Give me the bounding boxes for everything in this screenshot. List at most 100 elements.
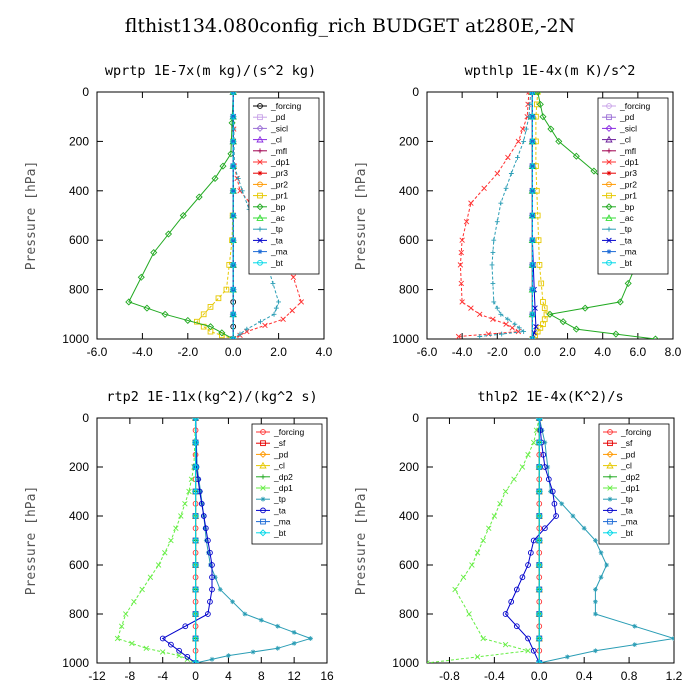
data-point <box>176 652 182 659</box>
data-point <box>508 598 515 605</box>
data-point <box>458 280 464 287</box>
y-tick-label: 0 <box>82 85 89 99</box>
y-tick-label: 0 <box>412 411 419 425</box>
x-tick-label: -4 <box>157 669 168 683</box>
data-point <box>513 586 520 593</box>
legend-marker <box>605 124 613 132</box>
plot-frame <box>96 91 325 340</box>
data-point <box>209 656 215 662</box>
x-tick-label: 8 <box>258 669 265 683</box>
data-point <box>192 487 200 496</box>
data-point <box>511 476 517 482</box>
legend-marker <box>607 485 613 491</box>
data-point <box>230 237 236 243</box>
data-point <box>572 325 580 333</box>
data-point <box>230 139 236 144</box>
data-point <box>498 311 504 317</box>
data-point <box>290 274 297 280</box>
legend-label: _pr1 <box>619 191 637 201</box>
data-point <box>497 501 503 507</box>
data-point <box>509 325 515 331</box>
data-point <box>515 328 522 335</box>
legend-label: _pr2 <box>270 179 288 189</box>
data-point <box>143 304 151 312</box>
x-tick-label: -2.0 <box>177 345 198 359</box>
y-tick-label: 800 <box>399 283 419 297</box>
legend-marker <box>260 485 266 491</box>
legend-label: _sicl <box>270 123 288 133</box>
legend-marker <box>260 496 266 502</box>
data-point <box>508 171 514 176</box>
data-point <box>455 333 462 339</box>
y-axis-label: Pressure [hPa] <box>24 486 39 596</box>
x-tick-label: 12 <box>287 669 301 683</box>
legend-marker <box>260 507 266 514</box>
data-point <box>230 114 236 120</box>
data-point <box>459 299 465 305</box>
legend-marker <box>605 135 613 143</box>
legend-label: _ac <box>270 213 285 223</box>
legend-label: _pd <box>619 112 634 122</box>
data-point <box>237 331 243 337</box>
y-tick-label: 1000 <box>62 332 89 346</box>
data-point <box>624 279 632 287</box>
data-point <box>469 562 475 568</box>
data-point <box>168 641 174 648</box>
data-point <box>230 92 237 95</box>
legend-marker <box>256 135 264 143</box>
data-point <box>529 311 536 318</box>
data-point <box>211 174 219 182</box>
data-point <box>179 211 187 220</box>
data-point <box>535 418 543 422</box>
panel-title: wprtp 1E-7x(m kg)/(s^2 kg) <box>105 63 316 79</box>
data-point <box>530 237 535 243</box>
legend-label: _bt <box>270 258 283 268</box>
data-point <box>503 185 509 191</box>
y-tick-label: 1000 <box>392 656 419 670</box>
legend-label: _pd <box>273 449 288 459</box>
legend-label: _ma <box>619 247 637 257</box>
legend-label: _dp1 <box>270 157 290 167</box>
legend-marker <box>257 148 263 154</box>
data-point <box>466 611 472 617</box>
legend-label: _ac <box>619 213 634 223</box>
data-point <box>244 328 250 335</box>
data-point <box>114 635 121 642</box>
legend-marker <box>260 440 266 447</box>
data-point <box>593 648 598 654</box>
data-point <box>209 574 215 581</box>
y-axis-label: Pressure [hPa] <box>354 486 369 596</box>
legend-marker <box>606 170 612 176</box>
data-point <box>490 281 496 286</box>
data-point <box>530 188 535 194</box>
series-group <box>114 418 313 663</box>
legend-label: _cl <box>270 135 282 145</box>
legend: _forcing_pd_sicl_cl_mfl_dp1_pr3_pr2_pr1_… <box>248 97 320 275</box>
data-point <box>129 640 135 647</box>
data-point <box>474 654 481 660</box>
data-point <box>206 323 215 331</box>
data-point <box>530 163 535 169</box>
data-point <box>289 307 295 314</box>
legend-marker <box>607 496 613 502</box>
legend-label: _tp <box>619 224 632 234</box>
data-point <box>491 237 497 243</box>
data-point <box>195 193 203 201</box>
data-point <box>530 647 537 654</box>
data-point <box>205 537 211 544</box>
y-tick-label: 800 <box>69 283 89 297</box>
panel-title: thlp2 1E-4x(K^2)/s <box>477 389 623 405</box>
legend-label: _ma <box>270 247 288 257</box>
data-point <box>218 329 226 337</box>
x-tick-label: 0 <box>192 669 199 683</box>
data-point <box>499 331 505 337</box>
data-point <box>529 92 536 95</box>
data-point <box>150 249 158 257</box>
legend-label: _forcing <box>619 101 651 111</box>
data-point <box>162 550 168 556</box>
data-point <box>196 476 202 482</box>
data-point <box>540 451 547 458</box>
data-point <box>551 500 558 507</box>
x-tick-label: 2.0 <box>270 345 287 359</box>
data-point <box>226 653 231 659</box>
